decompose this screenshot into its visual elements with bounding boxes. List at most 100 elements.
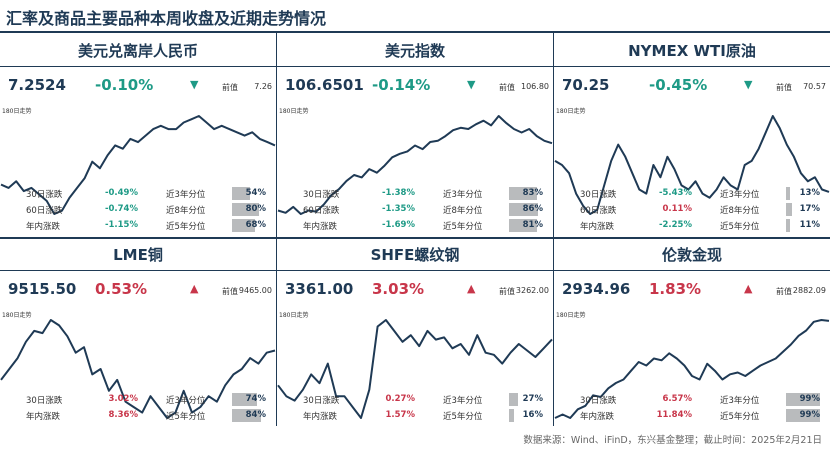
trend-chart xyxy=(277,314,553,424)
previous-label: 前值 xyxy=(776,83,792,92)
percentile-bar xyxy=(786,187,791,200)
percentile-bar xyxy=(232,203,260,216)
stat-row: 年内涨跌 11.84% 近5年分位 99% xyxy=(554,408,830,422)
stat-value: -1.38% xyxy=(381,188,415,198)
previous-label: 前值 xyxy=(222,83,238,92)
weekly-change: 0.53% xyxy=(95,280,148,298)
weekly-change: 3.03% xyxy=(372,280,425,298)
series-line xyxy=(0,115,276,215)
percentile-label: 近5年分位 xyxy=(720,412,760,422)
stat-label: 30日涨跌 xyxy=(303,190,340,200)
percentile-value: 68% xyxy=(245,220,266,230)
trend-chart xyxy=(0,314,276,424)
stat-label: 年内涨跌 xyxy=(26,222,61,232)
triangle-down-icon: ▼ xyxy=(190,78,199,91)
stat-label: 30日涨跌 xyxy=(26,396,63,406)
stat-label: 30日涨跌 xyxy=(580,396,617,406)
panel-title: 伦敦金现 xyxy=(661,246,722,264)
stat-label: 60日涨跌 xyxy=(580,206,617,216)
trend-chart xyxy=(554,110,830,220)
stat-label: 60日涨跌 xyxy=(26,206,63,216)
trend-chart-svg xyxy=(0,319,276,419)
stat-value: -0.49% xyxy=(104,188,138,198)
percentile-value: 99% xyxy=(799,394,820,404)
series-line xyxy=(277,115,553,215)
panel-title-rule xyxy=(277,66,553,67)
percentile-value: 17% xyxy=(799,204,820,214)
weekly-change: -0.45% xyxy=(649,76,708,94)
percentile-value: 86% xyxy=(522,204,543,214)
percentile-value: 16% xyxy=(522,410,543,420)
title-rule xyxy=(0,31,830,33)
percentile-bar xyxy=(509,409,515,422)
stat-label: 60日涨跌 xyxy=(303,206,340,216)
weekly-change: 1.83% xyxy=(649,280,702,298)
triangle-up-icon: ▲ xyxy=(190,282,199,295)
percentile-bar xyxy=(232,393,258,406)
percentile-bar xyxy=(509,187,538,200)
percentile-label: 近3年分位 xyxy=(166,190,206,200)
stat-value: -1.15% xyxy=(104,220,138,230)
percentile-label: 近5年分位 xyxy=(443,412,483,422)
panel-0: 美元兑离岸人民币 7.2524 -0.10% ▼ 前值 7.26 180日走势 30日涨跌 -0… xyxy=(0,36,276,232)
stat-value: 3.02% xyxy=(108,394,139,404)
percentile-value: 99% xyxy=(799,410,820,420)
percentile-value: 74% xyxy=(245,394,266,404)
triangle-up-icon: ▲ xyxy=(744,282,753,295)
percentile-bar xyxy=(786,203,792,216)
previous-value: 9465.00 xyxy=(238,286,272,295)
panel-title-rule xyxy=(0,66,276,67)
percentile-value: 13% xyxy=(799,188,820,198)
percentile-label: 近8年分位 xyxy=(443,206,483,216)
panel-1: 美元指数 106.6501 -0.14% ▼ 前值 106.80 180日走势 30日涨跌 -1… xyxy=(277,36,553,232)
percentile-bar xyxy=(509,203,539,216)
panel-3: LME铜 9515.50 0.53% ▲ 前值 9465.00 180日走势 30日涨跌 3.0… xyxy=(0,240,276,436)
latest-value: 106.6501 xyxy=(285,76,364,94)
panel-title-rule xyxy=(554,66,830,67)
panel-2: NYMEX WTI原油 70.25 -0.45% ▼ 前值 70.57 180日走势 30日涨… xyxy=(554,36,830,232)
percentile-bar xyxy=(786,219,790,232)
percentile-label: 近5年分位 xyxy=(166,412,206,422)
latest-value: 2934.96 xyxy=(562,280,631,298)
percentile-label: 近8年分位 xyxy=(166,206,206,216)
percentile-bar xyxy=(509,393,519,406)
panel-title: 美元兑离岸人民币 xyxy=(77,42,198,60)
percentile-value: 27% xyxy=(522,394,543,404)
stat-row: 30日涨跌 -5.43% 近3年分位 13% xyxy=(554,186,830,200)
stat-row: 60日涨跌 -1.35% 近8年分位 86% xyxy=(277,202,553,216)
chart-caption: 180日走势 xyxy=(2,108,32,115)
previous-label: 前值 xyxy=(499,287,515,296)
percentile-label: 近8年分位 xyxy=(720,206,760,216)
page-title: 汇率及商品主要品种本周收盘及近期走势情况 xyxy=(6,9,327,28)
series-line xyxy=(554,319,830,419)
panel-title-rule xyxy=(277,270,553,271)
percentile-value: 54% xyxy=(245,188,266,198)
stat-value: -0.74% xyxy=(104,204,138,214)
stat-row: 年内涨跌 -1.15% 近5年分位 68% xyxy=(0,218,276,232)
stat-row: 60日涨跌 -0.74% 近8年分位 80% xyxy=(0,202,276,216)
percentile-bar xyxy=(232,187,251,200)
panel-5: 伦敦金现 2934.96 1.83% ▲ 前值 2882.09 180日走势 30日涨跌 6.5… xyxy=(554,240,830,436)
column-divider xyxy=(276,239,277,426)
stat-label: 年内涨跌 xyxy=(580,222,615,232)
stat-value: 11.84% xyxy=(656,410,692,420)
trend-chart xyxy=(277,110,553,220)
panel-title: NYMEX WTI原油 xyxy=(628,42,756,60)
trend-chart-svg xyxy=(554,319,830,419)
trend-chart-svg xyxy=(277,319,553,419)
stat-value: -5.43% xyxy=(658,188,692,198)
stat-value: -2.25% xyxy=(658,220,692,230)
previous-value: 106.80 xyxy=(521,82,549,91)
percentile-value: 81% xyxy=(522,220,543,230)
series-line xyxy=(554,115,830,215)
previous-value: 7.26 xyxy=(254,82,272,91)
previous-value: 2882.09 xyxy=(792,286,826,295)
weekly-change: -0.10% xyxy=(95,76,154,94)
stat-label: 年内涨跌 xyxy=(303,412,338,422)
percentile-bar xyxy=(786,393,820,406)
percentile-bar xyxy=(509,219,537,232)
trend-chart xyxy=(0,110,276,220)
stat-row: 60日涨跌 0.11% 近8年分位 17% xyxy=(554,202,830,216)
triangle-down-icon: ▼ xyxy=(467,78,476,91)
trend-chart-svg xyxy=(277,115,553,215)
